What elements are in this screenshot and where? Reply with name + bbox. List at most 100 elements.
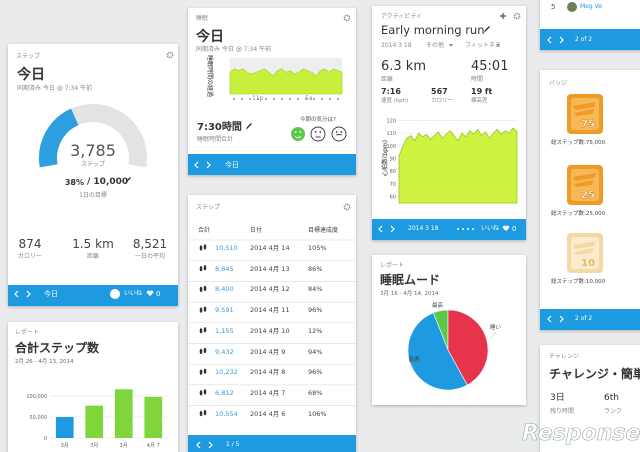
y-tick-label: 90 xyxy=(390,157,396,163)
text: 6.3 km xyxy=(381,59,426,74)
settings-icon[interactable] xyxy=(513,12,521,20)
mood-face[interactable] xyxy=(291,127,305,141)
dropdown-icon[interactable] xyxy=(449,44,453,47)
text: 総ステップ数:10,000 xyxy=(551,279,606,285)
heart-icon xyxy=(146,290,154,296)
text: いいね xyxy=(124,290,143,297)
next-button[interactable] xyxy=(206,161,211,169)
text: 1 / 5 xyxy=(226,441,240,448)
settings-icon[interactable] xyxy=(343,203,351,211)
text: 11p xyxy=(252,95,264,102)
face-eye xyxy=(294,131,297,133)
face-mouth xyxy=(294,136,302,139)
text: 94% xyxy=(308,347,323,356)
prev-button[interactable] xyxy=(194,161,199,169)
text: レポート xyxy=(380,262,405,269)
text: ステップ xyxy=(196,204,221,211)
prev-button[interactable] xyxy=(378,225,383,233)
y-axis-label: 心拍数(bpm) xyxy=(381,140,389,176)
text: 7:16 xyxy=(381,87,401,96)
prev-button[interactable] xyxy=(547,315,552,323)
text: 最高 xyxy=(432,303,444,309)
text: 38% xyxy=(64,178,84,187)
edit-icon[interactable] xyxy=(125,177,131,184)
x-tick-label: 3月 xyxy=(90,443,98,449)
text: 今日 xyxy=(196,29,224,45)
mood-face[interactable] xyxy=(331,126,347,142)
footprint-icon xyxy=(203,285,207,291)
text: ステップ xyxy=(80,161,106,168)
text: 2014 3 18 xyxy=(381,42,412,49)
heart-rate-area xyxy=(398,127,518,204)
prev-button[interactable] xyxy=(196,441,201,449)
text: 総ステップ数:75,000 xyxy=(551,140,606,146)
text: 普通 xyxy=(408,357,420,363)
bar xyxy=(114,389,133,438)
add-icon[interactable] xyxy=(500,13,506,19)
footprint-icon xyxy=(199,266,203,272)
text: 総ステップ数:25,000 xyxy=(551,211,606,217)
text: 距離 xyxy=(86,253,100,260)
footprint-icon xyxy=(203,347,207,354)
gauge-progress xyxy=(39,108,79,168)
edit-icon[interactable] xyxy=(246,123,252,130)
axis-dot xyxy=(249,98,251,100)
mood-face[interactable] xyxy=(310,126,326,142)
text: ランク xyxy=(604,408,623,415)
text: 1,155 xyxy=(215,326,234,335)
card-footer xyxy=(540,309,640,330)
pie-leader xyxy=(437,307,441,311)
text: 105% xyxy=(308,244,327,252)
footprint-icon xyxy=(199,245,203,251)
text: 2014 4月 12 xyxy=(250,285,290,294)
settings-icon[interactable] xyxy=(166,51,174,59)
text: 残り時間 xyxy=(550,408,575,415)
text: レポート xyxy=(15,329,40,336)
pie-slice xyxy=(407,312,468,391)
axis-dot xyxy=(313,98,315,100)
next-button[interactable] xyxy=(559,315,564,323)
text: 2014 4月 11 xyxy=(250,306,290,315)
x-tick-label: 3月 xyxy=(120,443,128,449)
y-tick-label: 80 xyxy=(390,169,396,175)
dropdown-icon[interactable] xyxy=(496,44,500,47)
text: 2 of 2 xyxy=(575,315,593,322)
edit-icon[interactable] xyxy=(484,26,490,33)
heart-icon xyxy=(502,225,510,231)
footprint-icon xyxy=(203,244,207,250)
text: 睡眠 xyxy=(196,15,209,22)
axis-dot xyxy=(289,98,291,100)
prev-button[interactable] xyxy=(14,290,19,298)
text: 時間 xyxy=(471,76,484,83)
footprint-icon xyxy=(203,410,207,416)
badge-number: 10 xyxy=(581,258,595,269)
next-button[interactable] xyxy=(390,225,395,233)
text: その他 xyxy=(426,42,445,49)
footprint-icon xyxy=(199,369,203,375)
face-eye xyxy=(319,131,322,133)
text: 2014 4月 9 xyxy=(250,347,286,356)
text: カロリー xyxy=(431,98,454,104)
next-button[interactable] xyxy=(26,290,31,298)
text: アクティビティ xyxy=(381,13,422,20)
text: 86% xyxy=(308,264,323,273)
text: 0 xyxy=(512,225,517,233)
text: 1日の目標 xyxy=(79,192,107,199)
text: 速度 (kph) xyxy=(381,98,409,104)
bar xyxy=(85,405,104,438)
text: バッジ xyxy=(549,80,568,87)
settings-icon[interactable] xyxy=(343,14,351,22)
text: 標高差 xyxy=(471,98,488,104)
text: 567 xyxy=(431,87,448,96)
sleep-area xyxy=(229,68,343,95)
next-button[interactable] xyxy=(208,441,213,449)
next-button[interactable] xyxy=(559,36,564,44)
page-dot xyxy=(472,228,474,230)
text: 2014 4月 14 xyxy=(250,244,290,252)
text: ステップ xyxy=(16,53,41,60)
text: 2014 4月 13 xyxy=(250,264,290,273)
text: 5 xyxy=(551,3,556,11)
text: 2014 4月 10 xyxy=(250,326,290,335)
prev-button[interactable] xyxy=(547,36,552,44)
text: 0 xyxy=(156,290,161,298)
